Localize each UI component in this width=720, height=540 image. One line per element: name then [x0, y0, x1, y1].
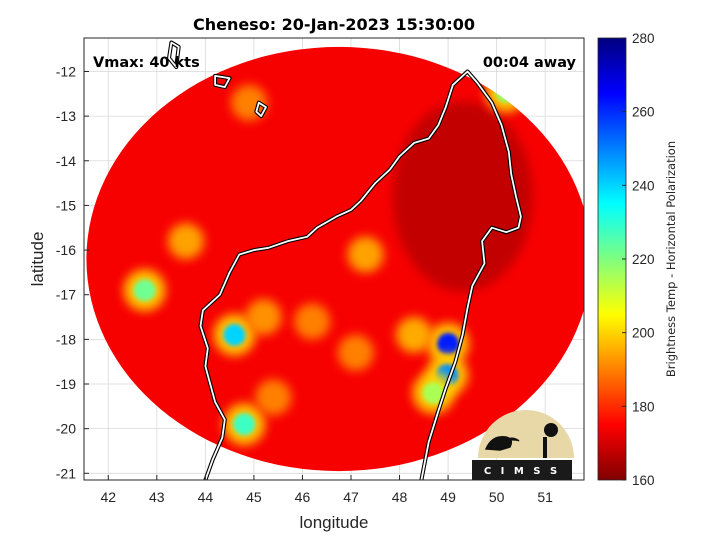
x-tick-label: 49 [440, 489, 456, 505]
bt-feature [255, 379, 292, 416]
cimss-logo-tank [544, 423, 558, 437]
x-tick-label: 42 [100, 489, 116, 505]
y-tick-label: -15 [56, 197, 76, 213]
plot-frame [83, 37, 585, 481]
bt-feature [422, 381, 445, 404]
y-tick-label: -17 [56, 287, 76, 303]
y-tick-label: -20 [56, 421, 76, 437]
swath-features [123, 70, 533, 446]
y-axis-label: latitude [28, 232, 47, 287]
colorbar-ticks: 160 180 200 220 240 260 280 [622, 31, 655, 488]
swath-image [86, 46, 584, 472]
bt-feature [396, 316, 433, 353]
colorbar-tick-label: 180 [632, 399, 655, 414]
bt-feature [133, 279, 156, 302]
island-path [255, 101, 267, 117]
x-tick-label: 48 [392, 489, 408, 505]
time-away-annotation: 00:04 away [483, 55, 577, 71]
cimss-logo-banner [472, 460, 572, 480]
y-tick-label: -18 [56, 331, 76, 347]
bt-feature [245, 299, 282, 336]
x-axis-label: longitude [299, 513, 368, 532]
coastline-path [199, 70, 522, 480]
colorbar-tick-label: 240 [632, 178, 655, 193]
x-tick-label: 44 [198, 489, 214, 505]
colorbar-tick-label: 160 [632, 473, 655, 488]
bt-feature [233, 413, 256, 436]
y-tick-label: -19 [56, 376, 76, 392]
coastline [167, 40, 523, 480]
cimss-logo-text: C I M S S [484, 466, 560, 477]
x-tick-label: 47 [343, 489, 359, 505]
colorbar-tick-label: 200 [632, 326, 655, 341]
y-tick-label: -12 [56, 63, 76, 79]
swath-disk [86, 46, 584, 472]
y-tick-label: -13 [56, 108, 76, 124]
colorbar-label: Brightness Temp - Horizontal Polarizatio… [664, 141, 678, 377]
y-tick-label: -14 [56, 153, 76, 169]
x-axis-ticks: 42 43 44 45 46 47 48 49 50 51 [100, 475, 553, 505]
x-tick-label: 50 [489, 489, 505, 505]
bt-feature [223, 323, 246, 346]
x-tick-label: 45 [246, 489, 262, 505]
colorbar-tick-label: 260 [632, 105, 655, 120]
bt-feature [437, 332, 460, 355]
cimss-logo: C I M S S [472, 410, 574, 480]
cimss-logo-tower [543, 437, 547, 458]
x-tick-label: 43 [149, 489, 165, 505]
colorbar-tick-label: 280 [632, 31, 655, 46]
y-tick-label: -21 [56, 465, 76, 481]
colorbar-tick-label: 220 [632, 252, 655, 267]
bt-feature [347, 236, 384, 273]
x-tick-label: 51 [537, 489, 553, 505]
bt-feature [167, 223, 204, 260]
chart-title: Cheneso: 20-Jan-2023 15:30:00 [193, 15, 475, 34]
y-tick-label: -16 [56, 242, 76, 258]
x-tick-label: 46 [295, 489, 311, 505]
vmax-annotation: Vmax: 40 kts [93, 55, 200, 71]
island-path [168, 41, 180, 68]
bt-feature [294, 303, 331, 340]
cold-land-region [392, 101, 533, 292]
cimss-logo-dish [484, 436, 520, 451]
y-axis-ticks: -12 -13 -14 -15 -16 -17 -18 -19 -20 -21 [56, 63, 89, 481]
colorbar-gradient [597, 37, 627, 481]
bt-feature [337, 334, 374, 371]
island-path [214, 75, 231, 88]
